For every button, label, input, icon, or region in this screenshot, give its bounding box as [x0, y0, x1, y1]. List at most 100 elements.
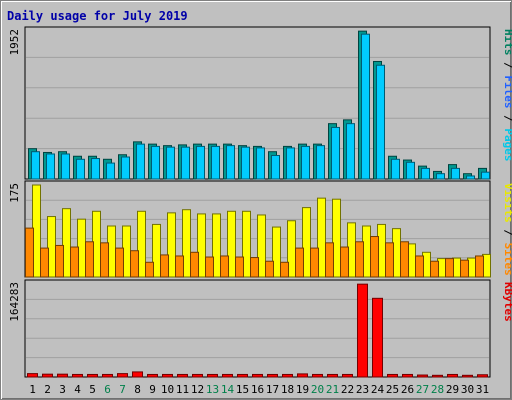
y-max-label-kbytes: 164283: [8, 282, 21, 322]
x-tick-label-day-30: 30: [461, 383, 474, 396]
bar-visits-visits-day-9: [152, 223, 161, 278]
x-tick-label-day-11: 11: [176, 383, 189, 396]
bar-hits-pages-day-15: [241, 146, 250, 180]
bar-kbytes-kbytes-day-15: [237, 373, 248, 378]
bar-kbytes-kbytes-day-26: [402, 373, 413, 378]
bar-visits-sites-day-9: [145, 261, 154, 278]
bar-kbytes-kbytes-day-20: [312, 373, 323, 378]
y-max-label-hits: 1952: [8, 29, 21, 56]
bar-visits-sites-day-1: [25, 227, 34, 278]
bar-visits-sites-day-2: [40, 247, 49, 278]
bar-visits-sites-day-28: [430, 260, 439, 278]
bar-visits-sites-day-14: [220, 255, 229, 278]
x-tick-label-day-3: 3: [59, 383, 66, 396]
bar-visits-sites-day-27: [415, 255, 424, 278]
legend-separator: /: [502, 109, 512, 129]
bar-kbytes-kbytes-day-19: [297, 373, 308, 378]
bar-visits-visits-day-12: [197, 213, 206, 278]
bar-kbytes-kbytes-day-24: [372, 297, 383, 378]
bar-visits-visits-day-16: [257, 214, 266, 278]
x-tick-label-day-19: 19: [296, 383, 309, 396]
bar-visits-sites-day-30: [460, 259, 469, 278]
bar-hits-pages-day-17: [271, 154, 280, 180]
bar-kbytes-kbytes-day-7: [117, 373, 128, 378]
legend-visits: Visits / Sites: [502, 183, 512, 276]
bar-hits-pages-day-26: [406, 161, 415, 180]
legend-hits: Hits / Files / Pages: [502, 29, 512, 162]
bar-hits-pages-day-8: [136, 143, 145, 180]
bar-kbytes-kbytes-day-21: [327, 373, 338, 378]
x-tick-label-day-2: 2: [44, 383, 51, 396]
bar-visits-sites-day-8: [130, 250, 139, 278]
bar-visits-sites-day-31: [475, 255, 484, 278]
bar-kbytes-kbytes-day-30: [462, 374, 473, 378]
bar-visits-visits-day-19: [302, 207, 311, 278]
bar-visits-sites-day-3: [55, 244, 64, 278]
bar-kbytes-kbytes-day-1: [27, 373, 38, 378]
bar-hits-pages-day-28: [436, 173, 445, 180]
bar-hits-pages-day-10: [166, 146, 175, 180]
x-tick-label-day-31: 31: [476, 383, 489, 396]
x-tick-label-day-16: 16: [251, 383, 264, 396]
bar-visits-sites-day-26: [400, 241, 409, 278]
x-tick-label-day-4: 4: [74, 383, 81, 396]
x-tick-label-day-21: 21: [326, 383, 339, 396]
bar-kbytes-kbytes-day-16: [252, 373, 263, 378]
bar-hits-pages-day-19: [301, 145, 310, 180]
bar-visits-sites-day-24: [370, 236, 379, 278]
bar-visits-visits-day-17: [272, 226, 281, 278]
x-tick-label-day-24: 24: [371, 383, 385, 396]
bar-visits-sites-day-4: [70, 246, 79, 278]
bar-hits-pages-day-6: [106, 162, 115, 180]
x-tick-label-day-5: 5: [89, 383, 96, 396]
bar-kbytes-kbytes-day-18: [282, 373, 293, 378]
bar-hits-pages-day-14: [226, 145, 235, 180]
bar-hits-pages-day-11: [181, 146, 190, 180]
x-tick-label-day-8: 8: [134, 383, 141, 396]
bar-kbytes-kbytes-day-8: [132, 371, 143, 378]
bar-visits-sites-day-18: [280, 261, 289, 278]
x-tick-label-day-23: 23: [356, 383, 369, 396]
bar-visits-sites-day-21: [325, 242, 334, 278]
bar-kbytes-kbytes-day-12: [192, 373, 203, 378]
x-tick-label-day-28: 28: [431, 383, 444, 396]
bar-visits-sites-day-20: [310, 247, 319, 278]
bar-visits-sites-day-5: [85, 241, 94, 278]
bar-kbytes-kbytes-day-14: [222, 373, 233, 378]
panel-kbytes: [24, 279, 491, 378]
bar-kbytes-kbytes-day-11: [177, 373, 188, 378]
bar-kbytes-kbytes-day-31: [477, 374, 488, 378]
bar-visits-sites-day-12: [190, 251, 199, 278]
bar-hits-pages-day-22: [346, 123, 355, 180]
x-tick-label-day-26: 26: [401, 383, 414, 396]
bar-kbytes-kbytes-day-27: [417, 374, 428, 378]
bar-hits-pages-day-2: [46, 153, 55, 180]
bar-visits-visits-day-21: [332, 198, 341, 278]
bar-hits-pages-day-21: [331, 126, 340, 180]
x-tick-label-day-29: 29: [446, 383, 459, 396]
bar-kbytes-kbytes-day-28: [432, 374, 443, 378]
x-tick-label-day-7: 7: [119, 383, 126, 396]
legend-item-files: Files: [502, 75, 512, 108]
y-max-label-visits: 175: [8, 183, 21, 203]
bar-visits-sites-day-10: [160, 254, 169, 278]
x-tick-label-day-9: 9: [149, 383, 156, 396]
bar-hits-pages-day-4: [76, 158, 85, 180]
legend-kbytes: KBytes: [502, 282, 512, 322]
bar-visits-sites-day-22: [340, 246, 349, 278]
bar-kbytes-kbytes-day-17: [267, 373, 278, 378]
legend-item-visits: Visits: [502, 183, 512, 223]
bar-kbytes-kbytes-day-10: [162, 373, 173, 378]
x-tick-label-day-22: 22: [341, 383, 354, 396]
bar-visits-sites-day-29: [445, 258, 454, 278]
x-tick-label-day-18: 18: [281, 383, 294, 396]
bar-kbytes-kbytes-day-13: [207, 373, 218, 378]
bar-hits-pages-day-5: [91, 158, 100, 180]
bar-kbytes-kbytes-day-29: [447, 373, 458, 378]
bar-kbytes-kbytes-day-9: [147, 373, 158, 378]
bar-hits-pages-day-25: [391, 158, 400, 180]
x-tick-label-day-12: 12: [191, 383, 204, 396]
bar-visits-sites-day-16: [250, 257, 259, 278]
bar-visits-visits-day-20: [317, 197, 326, 278]
